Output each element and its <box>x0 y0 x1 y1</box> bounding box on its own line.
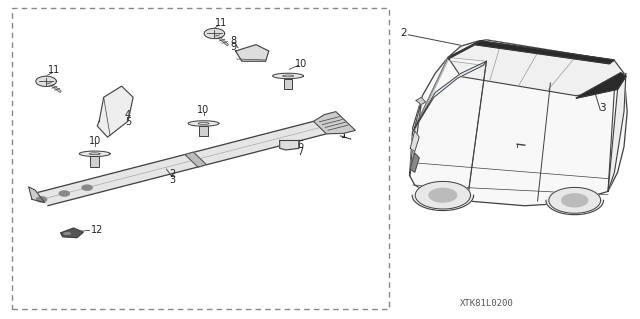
Polygon shape <box>60 191 70 196</box>
Text: 10: 10 <box>197 105 210 115</box>
Polygon shape <box>549 188 600 213</box>
Polygon shape <box>64 233 70 234</box>
Polygon shape <box>429 188 457 202</box>
Text: XTK81L0200: XTK81L0200 <box>460 299 513 308</box>
Text: 1: 1 <box>341 130 348 140</box>
Polygon shape <box>412 195 474 211</box>
FancyBboxPatch shape <box>90 156 99 167</box>
Polygon shape <box>448 40 624 96</box>
Polygon shape <box>576 73 626 98</box>
Polygon shape <box>82 185 92 190</box>
Polygon shape <box>204 28 225 39</box>
Polygon shape <box>410 96 422 175</box>
Polygon shape <box>97 86 133 137</box>
Text: 2: 2 <box>170 169 176 179</box>
Text: 5: 5 <box>125 117 131 127</box>
Polygon shape <box>36 197 47 202</box>
Text: 4: 4 <box>125 110 131 120</box>
Text: 8: 8 <box>230 36 237 46</box>
Polygon shape <box>416 97 426 105</box>
FancyBboxPatch shape <box>284 78 292 89</box>
Text: 12: 12 <box>91 225 104 235</box>
Polygon shape <box>29 187 45 203</box>
Text: 10: 10 <box>294 59 307 69</box>
Text: 6: 6 <box>298 140 304 150</box>
Text: 3: 3 <box>600 103 606 114</box>
Text: 3: 3 <box>170 175 176 185</box>
Polygon shape <box>280 140 299 150</box>
Polygon shape <box>314 112 355 134</box>
Text: 11: 11 <box>48 65 61 75</box>
Polygon shape <box>410 40 627 206</box>
Polygon shape <box>36 76 56 86</box>
Polygon shape <box>562 194 588 207</box>
Polygon shape <box>410 153 419 172</box>
FancyBboxPatch shape <box>199 126 208 136</box>
Text: 11: 11 <box>214 18 227 28</box>
Polygon shape <box>35 121 326 206</box>
Text: 2: 2 <box>400 28 406 39</box>
Polygon shape <box>61 228 83 238</box>
Text: 7: 7 <box>298 147 304 157</box>
Polygon shape <box>415 182 470 209</box>
Polygon shape <box>185 152 206 167</box>
Polygon shape <box>415 57 486 131</box>
Polygon shape <box>236 45 269 61</box>
Polygon shape <box>448 41 614 64</box>
Polygon shape <box>608 73 626 191</box>
Text: 9: 9 <box>230 42 237 52</box>
Polygon shape <box>546 200 604 215</box>
Polygon shape <box>79 151 110 156</box>
Polygon shape <box>413 61 486 131</box>
Polygon shape <box>410 131 419 152</box>
Text: 1: 1 <box>341 130 348 140</box>
Polygon shape <box>188 121 219 126</box>
Text: 10: 10 <box>88 136 101 146</box>
Polygon shape <box>273 73 303 78</box>
